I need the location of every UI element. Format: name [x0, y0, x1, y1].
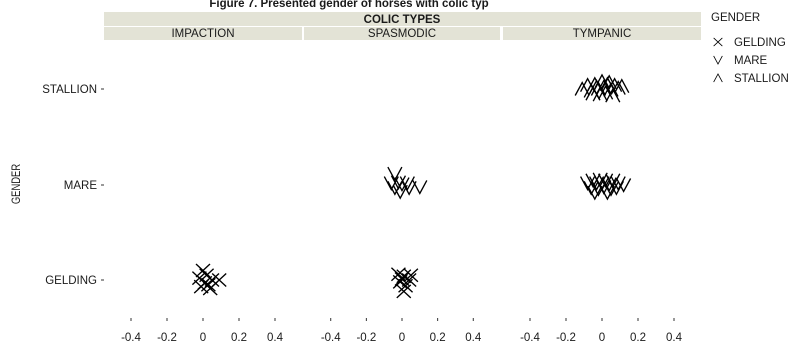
x-tick-label: 0.4 — [666, 332, 683, 344]
x-tick-label: 0.4 — [465, 332, 482, 344]
x-tick-label: 0.2 — [630, 332, 646, 344]
point-tympanic-mare — [589, 176, 605, 192]
x-tick-label: 0.4 — [267, 332, 284, 344]
point-impaction-gelding — [193, 279, 209, 294]
point-spasmodic-gelding — [403, 268, 419, 283]
facet-header-strip — [104, 12, 701, 26]
x-tick-label: 0 — [399, 332, 405, 344]
x-tick-label: -0.4 — [321, 332, 341, 344]
point-tympanic-mare — [587, 185, 603, 201]
point-spasmodic-mare — [392, 184, 408, 200]
strip-label-impaction: IMPACTION — [171, 28, 234, 40]
point-tympanic-mare — [585, 173, 601, 189]
point-spasmodic-gelding — [396, 284, 412, 299]
point-tympanic-mare — [616, 178, 632, 193]
data-points — [191, 73, 632, 299]
legend-title: GENDER — [711, 12, 760, 24]
legend-key-gelding — [713, 37, 723, 47]
point-tympanic-stallion — [589, 79, 605, 94]
x-tick-label: -0.2 — [556, 332, 576, 344]
facet-strips: COLIC TYPES IMPACTION SPASMODIC TYMPANIC — [104, 12, 701, 40]
y-tick-label-mare: MARE — [64, 180, 98, 192]
x-tick-label: -0.4 — [520, 332, 540, 344]
y-axis-title: GENDER — [10, 163, 23, 204]
x-tick-label: 0.2 — [231, 332, 247, 344]
point-tympanic-stallion — [607, 77, 623, 93]
point-spasmodic-gelding — [394, 272, 410, 287]
legend-label-gelding: GELDING — [734, 37, 786, 49]
point-tympanic-mare — [599, 185, 615, 201]
facet-header-label: COLIC TYPES — [364, 14, 441, 26]
legend-label-stallion: STALLION — [734, 73, 789, 85]
strip-impaction — [104, 27, 302, 40]
point-tympanic-stallion — [601, 74, 617, 90]
point-spasmodic-mare — [401, 181, 417, 196]
legend-key-mare — [713, 55, 723, 65]
point-tympanic-mare — [590, 181, 606, 197]
point-tympanic-mare — [608, 181, 624, 196]
x-tick-label: -0.2 — [157, 332, 177, 344]
chart-title: Figure 7. Presented gender of horses wit… — [209, 0, 488, 10]
strip-tympanic — [503, 27, 701, 40]
x-tick-label: 0.2 — [430, 332, 446, 344]
point-tympanic-mare — [603, 181, 619, 197]
legend: GENDER GELDING MARE STALLION — [711, 12, 789, 85]
point-spasmodic-mare — [394, 177, 410, 192]
y-tick-label-stallion: STALLION — [42, 84, 97, 96]
point-spasmodic-mare — [387, 166, 403, 182]
x-tick-label: 0 — [599, 332, 605, 344]
point-spasmodic-mare — [412, 180, 428, 195]
y-tick-label-gelding: GELDING — [45, 275, 97, 287]
point-tympanic-stallion — [605, 87, 621, 103]
point-tympanic-stallion — [594, 73, 610, 89]
point-tympanic-mare — [598, 173, 614, 189]
axes: -0.4 -0.2 0 0.2 0.4 -0.4 -0.2 0 0.2 0.4 -0.4 -0.2 0 0… — [10, 84, 682, 344]
legend-symbol-gelding — [713, 37, 723, 47]
point-spasmodic-mare — [383, 176, 399, 192]
x-tick-label: -0.2 — [356, 332, 376, 344]
legend-label-mare: MARE — [734, 55, 768, 67]
point-impaction-gelding — [202, 281, 218, 296]
strip-label-spasmodic: SPASMODIC — [368, 28, 436, 40]
point-spasmodic-mare — [399, 176, 415, 192]
legend-symbol-stallion — [713, 73, 723, 83]
strip-label-tympanic: TYMPANIC — [573, 28, 632, 40]
point-spasmodic-gelding — [398, 278, 414, 293]
strip-spasmodic — [304, 27, 500, 40]
legend-key-stallion — [713, 73, 723, 83]
x-tick-label: -0.4 — [121, 332, 141, 344]
x-tick-label: 0 — [200, 332, 206, 344]
point-tympanic-mare — [583, 181, 599, 196]
point-tympanic-stallion — [614, 78, 630, 93]
legend-symbol-mare — [713, 55, 723, 65]
point-spasmodic-mare — [387, 181, 403, 196]
